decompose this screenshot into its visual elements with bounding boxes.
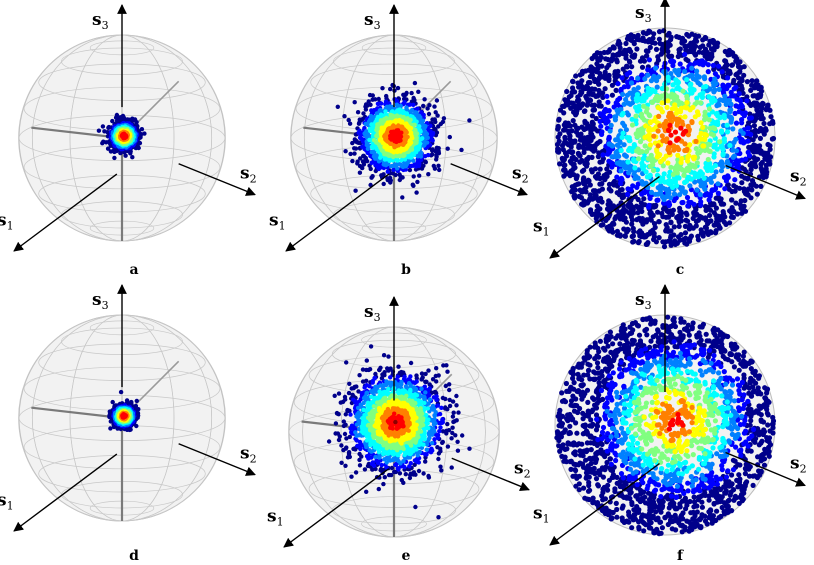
axes: s3 s2 s1: [267, 296, 531, 548]
axes: s3 s2 s1: [269, 4, 529, 252]
s3-label: s3: [364, 10, 381, 32]
s2-axis: [451, 457, 530, 491]
point-cloud: [335, 80, 472, 200]
s2-axis: [725, 451, 806, 487]
panel-f: s3 s2 s1 f: [533, 284, 807, 564]
back-axis: [31, 406, 123, 420]
panel-letter: f: [677, 548, 684, 564]
s1-axis: [13, 453, 118, 532]
s1-label: s1: [533, 217, 550, 239]
s3-label: s3: [92, 10, 109, 32]
s3-label: s3: [635, 3, 652, 25]
panel-letter: a: [129, 262, 138, 278]
point-cloud: [107, 389, 141, 433]
point-cloud: [326, 344, 472, 520]
s3-label: s3: [92, 290, 109, 312]
s1-axis: [285, 173, 390, 252]
axes: s3 s2 s1: [0, 284, 257, 532]
s1-axis: [549, 175, 660, 259]
panel-d: s3 s2 s1 d: [0, 284, 257, 564]
s1-label: s1: [269, 211, 286, 233]
s1-axis: [549, 462, 660, 546]
panel-letter: b: [401, 262, 411, 278]
panel-letter: d: [129, 548, 139, 564]
s1-label: s1: [0, 211, 14, 233]
axes: s3 s2 s1: [0, 4, 257, 252]
s2-label: s2: [790, 167, 807, 189]
panel-letter: c: [676, 262, 685, 278]
point-cloud: [96, 112, 147, 161]
s2-label: s2: [240, 443, 257, 465]
s2-label: s2: [790, 454, 807, 476]
s1-axis: [13, 173, 118, 252]
s1-label: s1: [267, 506, 284, 528]
s2-label: s2: [514, 458, 531, 480]
axes: s3 s2 s1: [533, 284, 807, 546]
axes: s3 s2 s1: [533, 0, 807, 259]
s1-label: s1: [0, 491, 14, 513]
s2-label: s2: [512, 163, 529, 185]
s2-axis: [178, 163, 256, 196]
panel-letter: e: [402, 548, 411, 564]
s1-label: s1: [533, 504, 550, 526]
s3-label: s3: [635, 290, 652, 312]
s2-axis: [450, 163, 528, 196]
s2-label: s2: [240, 163, 257, 185]
panel-c: s3 s2 s1 c: [533, 0, 807, 278]
panel-b: s3 s2 s1 b: [269, 4, 529, 278]
panel-a: s3 s2 s1 a: [0, 4, 257, 278]
s3-label: s3: [364, 302, 381, 324]
panel-e: s3 s2 s1 e: [267, 296, 531, 564]
s2-axis: [725, 164, 806, 200]
s2-axis: [178, 443, 256, 476]
point-cloud: [554, 314, 777, 537]
point-cloud: [554, 28, 777, 250]
s1-axis: [283, 468, 390, 548]
